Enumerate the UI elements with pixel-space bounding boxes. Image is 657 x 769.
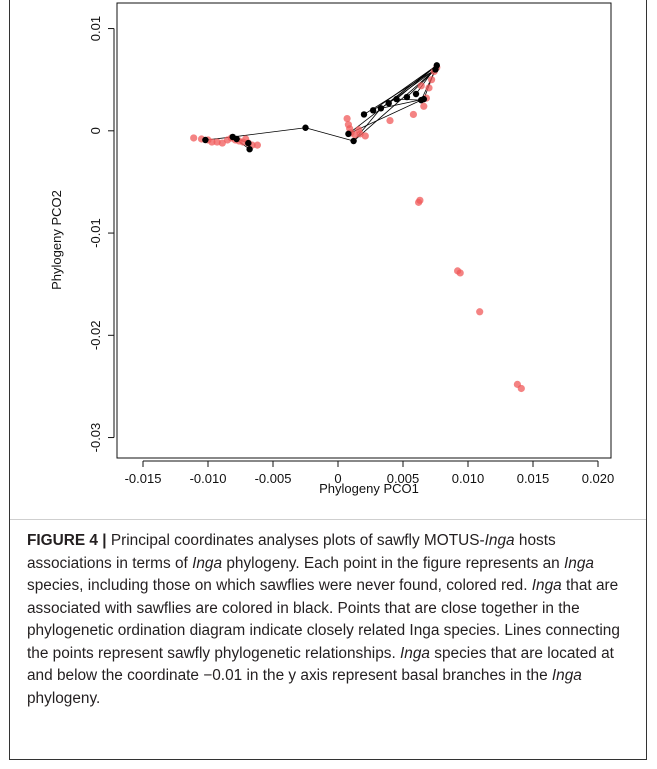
x-tick-label: -0.005	[255, 471, 292, 486]
figure-caption: FIGURE 4 | Principal coordinates analyse…	[27, 530, 637, 710]
unassociated-point	[361, 132, 369, 140]
caption-text-1: Principal coordinates analyses plots of …	[106, 532, 485, 549]
plot-box	[116, 2, 612, 459]
y-tick-label: 0	[88, 127, 103, 134]
associated-point	[385, 100, 392, 107]
caption-text-4: species, including those on which sawfli…	[27, 577, 532, 594]
associated-point	[246, 146, 253, 153]
associated-point	[360, 111, 368, 118]
caption-italic-inga: Inga	[192, 554, 223, 572]
associated-point	[369, 107, 377, 114]
unassociated-point	[416, 196, 424, 204]
x-tick-label: 0.015	[517, 471, 550, 486]
figure-frame	[9, 0, 647, 760]
connection-lines	[205, 65, 438, 150]
y-tick-label: -0.02	[88, 320, 103, 350]
x-axis: -0.015 -0.010 -0.005 0 0.005 0.010 0.015 0.020	[125, 460, 615, 486]
unassociated-point	[420, 102, 428, 110]
caption-text-7: phylogeny.	[27, 689, 101, 707]
associated-point	[403, 93, 411, 101]
x-tick-label: 0.020	[582, 471, 615, 486]
y-tick-label: -0.03	[88, 423, 103, 453]
unassociated-point	[355, 126, 363, 134]
caption-text-3: phylogeny. Each point in the figure repr…	[222, 554, 565, 572]
x-tick-label: 0.005	[387, 471, 420, 486]
unassociated-point	[208, 138, 216, 146]
associated-point	[377, 105, 385, 112]
unassociated-point	[253, 141, 261, 149]
unassociated-point	[517, 384, 525, 393]
associated-point	[412, 90, 420, 98]
caption-text-6: species that are located at and below th…	[27, 644, 614, 685]
associated-point	[345, 130, 352, 138]
associated-point	[245, 139, 252, 147]
caption-italic-inga: Inga	[531, 577, 562, 594]
x-tick-label: -0.015	[125, 471, 162, 486]
unassociated-point	[476, 308, 484, 316]
caption-text-2: hosts associations in terms of	[27, 532, 556, 572]
unassociated-point	[190, 134, 198, 142]
unassociated-point	[343, 114, 351, 123]
associated-point	[350, 137, 357, 145]
unassociated-point	[417, 82, 425, 90]
associated-point	[420, 95, 427, 103]
unassociated-point	[386, 116, 394, 125]
data-points	[190, 62, 525, 393]
y-axis-label: Phylogeny PCO2	[49, 190, 64, 290]
connection-line	[305, 127, 354, 142]
y-tick-label: -0.01	[88, 218, 103, 248]
connection-line	[372, 65, 438, 111]
associated-point	[433, 62, 440, 69]
unassociated-point	[425, 84, 433, 92]
connection-line	[396, 98, 422, 101]
associated-point	[202, 136, 209, 144]
x-tick-label: -0.010	[190, 471, 227, 486]
connection-line	[380, 98, 424, 109]
unassociated-point	[428, 76, 436, 84]
caption-italic-inga: Inga	[551, 667, 582, 684]
unassociated-point	[456, 269, 464, 277]
x-axis-label: Phylogeny PCO1	[319, 481, 419, 496]
associated-point	[233, 135, 240, 143]
x-tick-label: 0	[334, 471, 341, 486]
caption-text-5: that are associated with sawflies are co…	[27, 577, 620, 662]
unassociated-point	[409, 110, 417, 119]
caption-divider	[10, 519, 646, 520]
associated-point	[393, 95, 400, 103]
caption-label: FIGURE 4 |	[27, 532, 107, 549]
pco-scatter-plot: -0.015 -0.010 -0.005 0 0.005 0.010 0.015 0.020 …	[49, 2, 615, 496]
x-tick-label: 0.010	[452, 471, 485, 486]
y-tick-label: 0.01	[88, 16, 103, 41]
associated-point	[302, 124, 309, 131]
unassociated-point	[218, 139, 226, 147]
caption-italic-inga: Inga	[400, 644, 430, 662]
y-axis: 0.01 0 -0.01 -0.02 -0.03	[88, 16, 115, 453]
caption-italic-inga: Inga	[564, 554, 594, 572]
connection-line	[232, 127, 306, 138]
caption-italic-inga: Inga	[484, 532, 515, 549]
